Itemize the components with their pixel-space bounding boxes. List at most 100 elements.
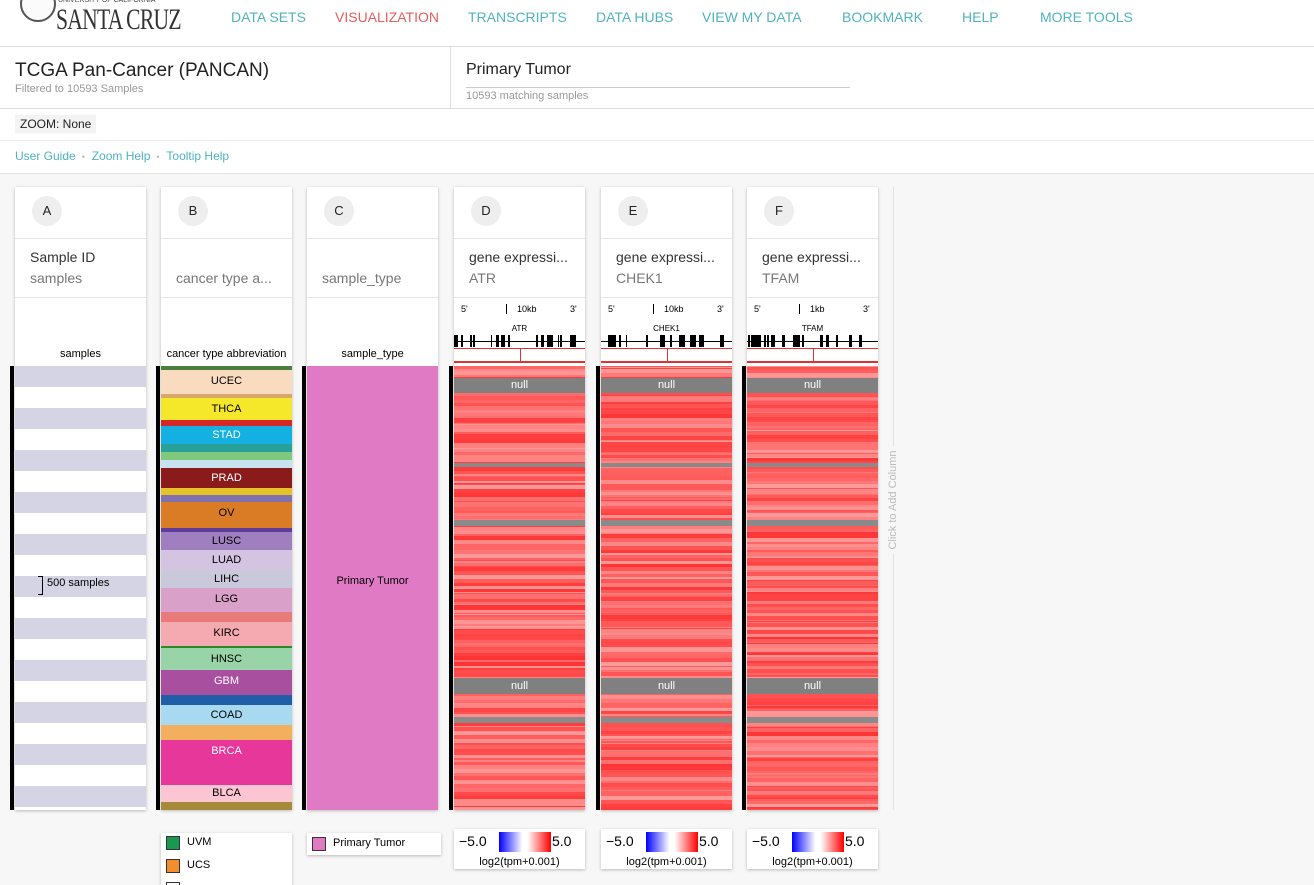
gene-exon bbox=[573, 335, 576, 347]
null-band: null bbox=[601, 678, 732, 694]
gene-exon bbox=[469, 335, 473, 347]
column-subtitle: samples bbox=[30, 270, 83, 286]
gene-5prime: 5' bbox=[461, 304, 468, 314]
legend-max: 5.0 bbox=[552, 833, 572, 849]
nav-link[interactable]: VIEW MY DATA bbox=[702, 9, 802, 25]
legend-min: −5.0 bbox=[459, 833, 487, 849]
gene-red-tick bbox=[812, 348, 814, 362]
data-left-bar bbox=[10, 366, 14, 810]
data-left-bar bbox=[449, 366, 453, 810]
legend-max: 5.0 bbox=[845, 833, 865, 849]
card-divider bbox=[161, 238, 292, 239]
cancer-segment bbox=[161, 488, 292, 495]
card-divider bbox=[15, 297, 146, 298]
dataset-subtitle: Filtered to 10593 Samples bbox=[15, 83, 144, 95]
gene-exon bbox=[702, 335, 705, 347]
nav-link[interactable]: BOOKMARK bbox=[842, 9, 923, 25]
gene-exon bbox=[546, 335, 551, 347]
gene-exon bbox=[691, 335, 695, 347]
null-band: null bbox=[601, 378, 732, 393]
data-left-bar bbox=[302, 366, 306, 810]
column-title: gene expressi... bbox=[762, 249, 861, 265]
add-column-hint[interactable]: Click to Add Column bbox=[887, 446, 899, 554]
cancer-segment: PRAD bbox=[161, 468, 292, 488]
sample-stripe bbox=[15, 366, 146, 387]
legend-max: 5.0 bbox=[699, 833, 719, 849]
cancer-segment bbox=[161, 420, 292, 426]
gene-exon bbox=[454, 335, 458, 347]
column-title: Sample ID bbox=[30, 249, 96, 265]
cancer-segment bbox=[161, 802, 292, 810]
gene-exon bbox=[826, 335, 830, 347]
gene-scale: 10kb bbox=[653, 304, 684, 314]
gene-exon bbox=[540, 335, 544, 347]
gene-exon bbox=[819, 335, 823, 347]
gene-exon bbox=[767, 335, 770, 347]
legend-gradient bbox=[646, 832, 698, 852]
header-divider bbox=[450, 47, 451, 108]
legend-unit: log2(tpm+0.001) bbox=[626, 856, 707, 868]
nav-link[interactable]: HELP bbox=[962, 9, 999, 25]
card-divider bbox=[307, 238, 438, 239]
heatmap-gap bbox=[601, 717, 732, 723]
nav-link[interactable]: DATA SETS bbox=[231, 9, 306, 25]
gene-exon bbox=[535, 335, 539, 347]
help-link[interactable]: User Guide bbox=[15, 149, 76, 163]
gene-exon bbox=[782, 335, 786, 347]
gene-red-line bbox=[747, 361, 878, 363]
cancer-segment: HNSC bbox=[161, 648, 292, 670]
cancer-segment: GBM bbox=[161, 670, 292, 695]
gene-exon bbox=[747, 335, 750, 347]
data-left-bar bbox=[596, 366, 600, 810]
gene-exon bbox=[612, 335, 616, 347]
column-subtitle: cancer type a... bbox=[176, 270, 272, 286]
gene-line bbox=[747, 341, 878, 342]
nav-link[interactable]: TRANSCRIPTS bbox=[468, 9, 567, 25]
cancer-segment: LGG bbox=[161, 588, 292, 612]
heatmap-gap bbox=[601, 463, 732, 467]
cancer-segment bbox=[161, 528, 292, 532]
gene-exon bbox=[720, 335, 725, 347]
legend-swatch bbox=[166, 836, 180, 850]
column-subtitle: TFAM bbox=[762, 270, 800, 286]
heatmap-gap bbox=[454, 520, 585, 526]
filter-text[interactable]: Primary Tumor bbox=[466, 61, 571, 78]
column-subtitle: sample_type bbox=[322, 270, 402, 286]
nav-link[interactable]: DATA HUBS bbox=[596, 9, 674, 25]
heatmap-gap bbox=[747, 520, 878, 526]
help-link[interactable]: Zoom Help bbox=[91, 149, 151, 163]
gene-exon bbox=[549, 335, 553, 347]
help-link[interactable]: Tooltip Help bbox=[166, 149, 230, 163]
gene-line bbox=[454, 341, 585, 342]
nav-link[interactable]: MORE TOOLS bbox=[1040, 9, 1133, 25]
sample-stripe bbox=[15, 660, 146, 681]
column-label: sample_type bbox=[341, 348, 404, 360]
cancer-segment: LUSC bbox=[161, 532, 292, 550]
gene-exon bbox=[796, 335, 799, 347]
nav-link[interactable]: VISUALIZATION bbox=[335, 9, 439, 25]
gene-exon bbox=[557, 335, 560, 347]
column-id: F bbox=[764, 196, 794, 226]
gene-exon bbox=[663, 335, 666, 347]
gene-scale: 10kb bbox=[506, 304, 537, 314]
link-separator: • bbox=[156, 152, 160, 162]
dataset-title: TCGA Pan-Cancer (PANCAN) bbox=[15, 60, 270, 81]
gene-exon bbox=[560, 335, 563, 347]
gene-exon bbox=[836, 335, 838, 347]
gene-exon bbox=[802, 335, 805, 347]
card-divider bbox=[747, 297, 878, 298]
column-subtitle: ATR bbox=[469, 270, 496, 286]
column-label: cancer type abbreviation bbox=[166, 348, 287, 360]
column-id: D bbox=[471, 196, 501, 226]
cancer-segment: THCA bbox=[161, 398, 292, 420]
cancer-segment bbox=[161, 725, 292, 740]
legend-swatch bbox=[312, 837, 326, 851]
heatmap bbox=[601, 366, 732, 810]
heatmap-gap bbox=[747, 717, 878, 723]
nav-bar bbox=[0, 0, 1314, 47]
card-divider bbox=[161, 297, 292, 298]
legend-label: UVM bbox=[187, 836, 212, 848]
cancer-segment: OV bbox=[161, 502, 292, 528]
gene-scale: 1kb bbox=[799, 304, 825, 314]
